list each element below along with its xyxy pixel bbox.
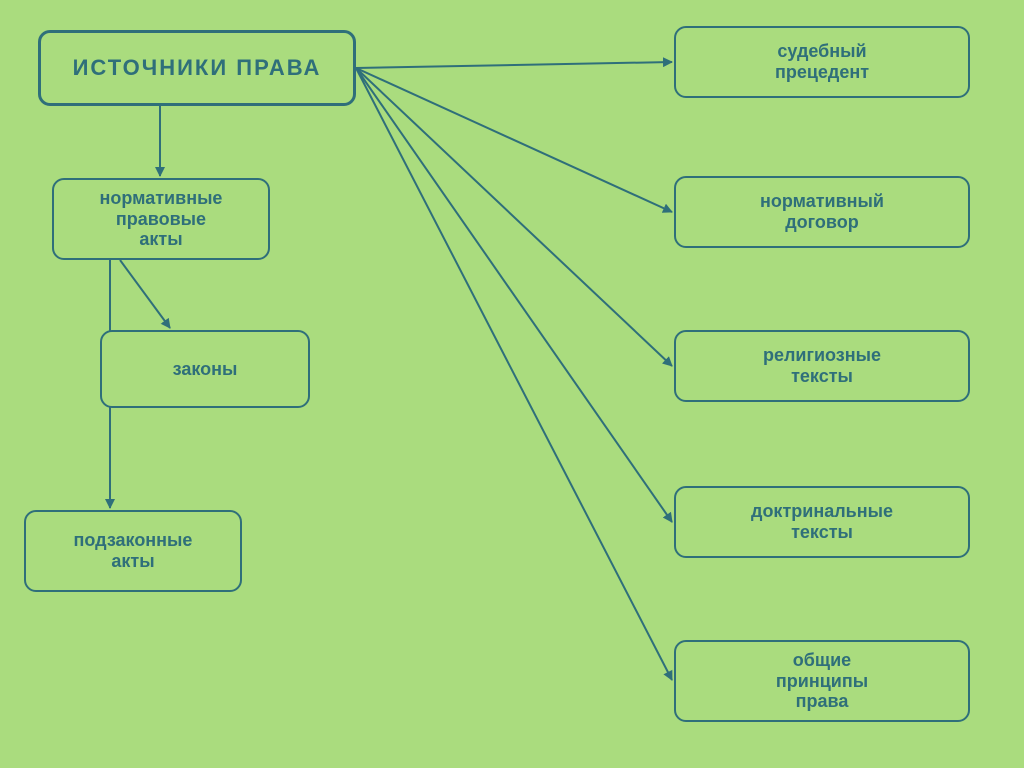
node-contract: нормативный договор [674,176,970,248]
edge-6 [120,260,170,328]
node-label: ИСТОЧНИКИ ПРАВА [73,55,322,80]
node-label: доктринальные тексты [751,501,893,542]
node-label: общие принципы права [776,650,868,712]
edge-1 [356,68,672,212]
node-label: законы [173,359,238,380]
node-principles: общие принципы права [674,640,970,722]
node-npa: нормативные правовые акты [52,178,270,260]
node-precedent: судебный прецедент [674,26,970,98]
edge-3 [356,68,672,522]
node-bylaws: подзаконные акты [24,510,242,592]
node-religious: религиозные тексты [674,330,970,402]
node-label: религиозные тексты [763,345,881,386]
node-root: ИСТОЧНИКИ ПРАВА [38,30,356,106]
node-label: судебный прецедент [775,41,869,82]
node-doctrinal: доктринальные тексты [674,486,970,558]
edge-4 [356,68,672,680]
edge-0 [356,62,672,68]
node-label: подзаконные акты [74,530,193,571]
node-label: нормативные правовые акты [100,188,223,250]
edge-2 [356,68,672,366]
node-laws: законы [100,330,310,408]
node-label: нормативный договор [760,191,884,232]
